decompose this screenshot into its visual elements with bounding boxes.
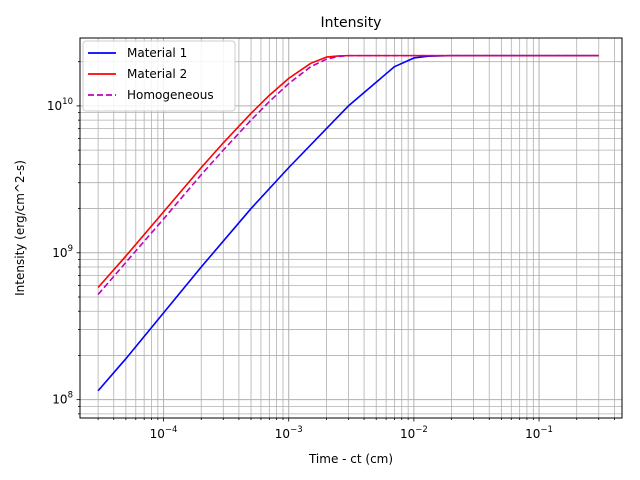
x-tick-label-base: 10 <box>150 427 165 441</box>
x-tick-label: 10−4 <box>150 425 178 441</box>
y-tick-label-base: 10 <box>52 393 67 407</box>
x-axis-ticks: 10−4 10−3 10−2 10−1 <box>97 418 615 441</box>
y-tick-label-exponent: 9 <box>68 244 73 254</box>
x-tick-label: 10−2 <box>400 425 428 441</box>
y-tick-label-base: 10 <box>47 99 62 113</box>
x-tick-label-base: 10 <box>275 427 290 441</box>
y-tick-label: 1010 <box>47 97 73 113</box>
chart-title: Intensity <box>321 15 382 31</box>
series-line-3 <box>97 54 599 296</box>
x-tick-label: 10−3 <box>275 425 303 441</box>
y-tick-label-base: 10 <box>52 246 67 260</box>
x-axis-label: Time - ct (cm) <box>308 452 393 466</box>
legend-label: Material 1 <box>127 46 187 60</box>
legend-label: Homogeneous <box>127 88 214 102</box>
y-axis-label: Intensity (erg/cm^2-s) <box>13 160 27 296</box>
x-tick-label-base: 10 <box>525 427 540 441</box>
y-tick-label-exponent: 10 <box>62 97 73 107</box>
series-lines <box>97 54 599 392</box>
legend: Material 1 Material 2 Homogeneous <box>82 40 236 112</box>
x-tick-label: 10−1 <box>525 425 553 441</box>
x-tick-label-exponent: −1 <box>540 425 553 435</box>
plot-frame <box>79 37 623 419</box>
y-tick-label: 109 <box>52 244 73 260</box>
x-tick-label-exponent: −4 <box>165 425 178 435</box>
x-tick-label-base: 10 <box>400 427 415 441</box>
legend-box <box>82 40 236 112</box>
x-tick-label-exponent: −2 <box>415 425 428 435</box>
y-tick-label: 108 <box>52 391 73 407</box>
legend-label: Material 2 <box>127 67 187 81</box>
y-tick-label-exponent: 8 <box>68 391 73 401</box>
x-tick-label-exponent: −3 <box>290 425 303 435</box>
